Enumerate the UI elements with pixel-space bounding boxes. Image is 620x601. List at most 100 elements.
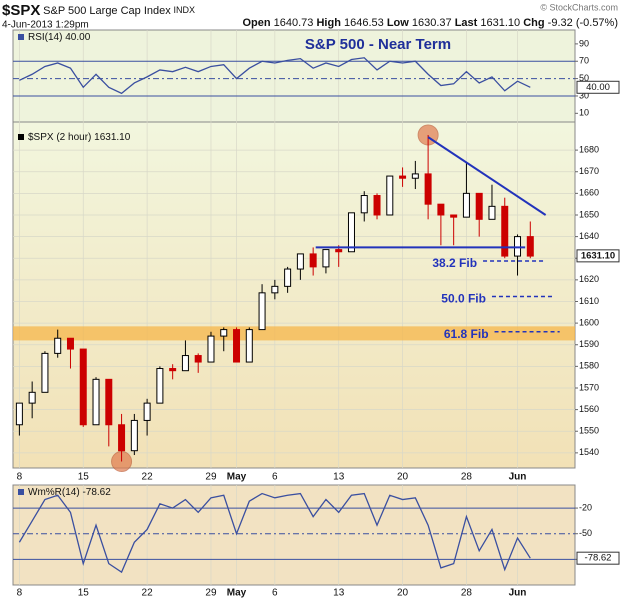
candle-body — [271, 285, 279, 294]
legend-swatch — [18, 134, 24, 140]
x-tick-label: 20 — [397, 472, 409, 483]
chart-title: S&P 500 - Near Term — [305, 36, 451, 53]
x-tick-label: 15 — [78, 472, 90, 483]
x-tick-label: 20 — [397, 588, 409, 599]
date: 4-Jun-2013 1:29pm — [2, 20, 89, 31]
indicator-line — [18, 492, 531, 574]
candle-body — [360, 195, 368, 214]
quote-label: Low — [387, 17, 409, 29]
quote: Open 1640.73 High 1646.53 Low 1630.37 La… — [242, 17, 618, 29]
x-tick-label: May — [227, 588, 247, 599]
candle-body — [118, 424, 126, 452]
y-tick-label: 1620 — [579, 274, 599, 284]
y-tick-label: -50 — [579, 528, 592, 538]
y-tick-label: 50 — [579, 73, 589, 83]
legend-name: Wm%R(14) — [28, 487, 80, 498]
symbol: $SPX — [2, 2, 40, 19]
watermark: © StockCharts.com — [540, 2, 618, 12]
y-tick-label: 1590 — [579, 339, 599, 349]
fib-label: 38.2 Fib — [432, 256, 477, 270]
candle-body — [475, 192, 483, 220]
y-tick-label: 1550 — [579, 426, 599, 436]
y-tick-label: 1650 — [579, 209, 599, 219]
quote-value: 1640.73 — [274, 17, 314, 29]
y-tick-label: 1570 — [579, 382, 599, 392]
quote-label: Chg — [523, 17, 544, 29]
candle-body — [437, 203, 445, 216]
candle-body — [181, 355, 189, 372]
resistance-band — [13, 326, 575, 341]
legend-swatch — [18, 489, 24, 495]
candle-body — [488, 205, 496, 220]
legend-value: 40.00 — [65, 32, 90, 43]
quote-value: 1631.10 — [480, 17, 520, 29]
candle-body — [143, 402, 151, 421]
legend-name: RSI(14) — [28, 32, 62, 43]
header-line: $SPX S&P 500 Large Cap Index INDX — [2, 2, 195, 19]
candle-body — [41, 352, 49, 393]
x-tick-label: Jun — [509, 588, 527, 599]
x-tick-label: 8 — [17, 588, 23, 599]
x-tick-label: 22 — [142, 472, 154, 483]
quote-label: Last — [455, 17, 478, 29]
x-tick-label: 13 — [333, 588, 345, 599]
candle-body — [424, 173, 432, 205]
y-tick-label: 1580 — [579, 361, 599, 371]
y-tick-label: 1540 — [579, 447, 599, 457]
last-value-box — [576, 80, 620, 94]
candle-body — [462, 192, 470, 218]
quote-value: 1646.53 — [344, 17, 384, 29]
x-tick-label: 15 — [78, 588, 90, 599]
last-value-label: -78.62 — [585, 553, 612, 564]
candle-body — [450, 214, 458, 218]
candle-body — [54, 337, 62, 354]
y-tick-label: 70 — [579, 56, 589, 66]
last-value-label: 40.00 — [586, 82, 610, 93]
x-tick-label: 13 — [333, 472, 345, 483]
legend-value: 1631.10 — [94, 132, 131, 143]
candle-body — [526, 236, 534, 257]
candle-body — [220, 329, 228, 337]
x-tick-label: 6 — [272, 588, 278, 599]
candle-body — [335, 249, 343, 253]
index-name: S&P 500 Large Cap Index — [43, 5, 171, 17]
candle-body — [79, 348, 87, 426]
y-tick-label: 30 — [579, 90, 589, 100]
x-tick-label: 28 — [461, 472, 473, 483]
y-tick-label: 1640 — [579, 231, 599, 241]
fib-label: 61.8 Fib — [444, 327, 489, 341]
legend-swatch — [18, 34, 24, 40]
quote-label: Open — [242, 17, 270, 29]
legend: Wm%R(14) -78.62 — [28, 487, 111, 498]
y-tick-label: 10 — [579, 108, 589, 118]
last-value-box — [576, 249, 620, 263]
x-tick-label: 6 — [272, 472, 278, 483]
quote-value: 1630.37 — [412, 17, 452, 29]
y-tick-label: 1600 — [579, 317, 599, 327]
y-tick-label: 1680 — [579, 144, 599, 154]
fib-label: 50.0 Fib — [441, 292, 486, 306]
last-value-box — [576, 551, 620, 565]
x-tick-label: 28 — [461, 588, 473, 599]
quote-label: High — [316, 17, 341, 29]
legend: $SPX (2 hour) 1631.10 — [28, 132, 131, 143]
y-tick-label: 1560 — [579, 404, 599, 414]
candle-body — [15, 402, 23, 426]
candle-body — [169, 368, 177, 372]
legend-name: $SPX (2 hour) — [28, 132, 91, 143]
quote-pct: (-0.57%) — [576, 17, 618, 29]
candle-body — [28, 391, 36, 404]
indicator-line — [19, 57, 531, 95]
y-tick-label: 1660 — [579, 188, 599, 198]
candle-body — [207, 335, 215, 363]
x-tick-label: 8 — [17, 472, 23, 483]
candle-body — [92, 378, 100, 426]
quote-value: -9.32 — [548, 17, 573, 29]
candle-body — [296, 253, 304, 270]
candle-body — [514, 236, 522, 257]
candle-body — [386, 175, 394, 216]
candle-body — [411, 173, 419, 179]
trendline — [427, 136, 547, 216]
y-tick-label: 90 — [579, 38, 589, 48]
candle-body — [258, 292, 266, 331]
